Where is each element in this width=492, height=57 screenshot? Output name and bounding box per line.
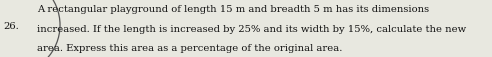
Text: A rectangular playground of length 15 m and breadth 5 m has its dimensions: A rectangular playground of length 15 m … <box>37 5 429 14</box>
Text: area. Express this area as a percentage of the original area.: area. Express this area as a percentage … <box>37 43 342 52</box>
Text: increased. If the length is increased by 25% and its width by 15%, calculate the: increased. If the length is increased by… <box>37 24 466 33</box>
Text: 26.: 26. <box>3 21 19 30</box>
